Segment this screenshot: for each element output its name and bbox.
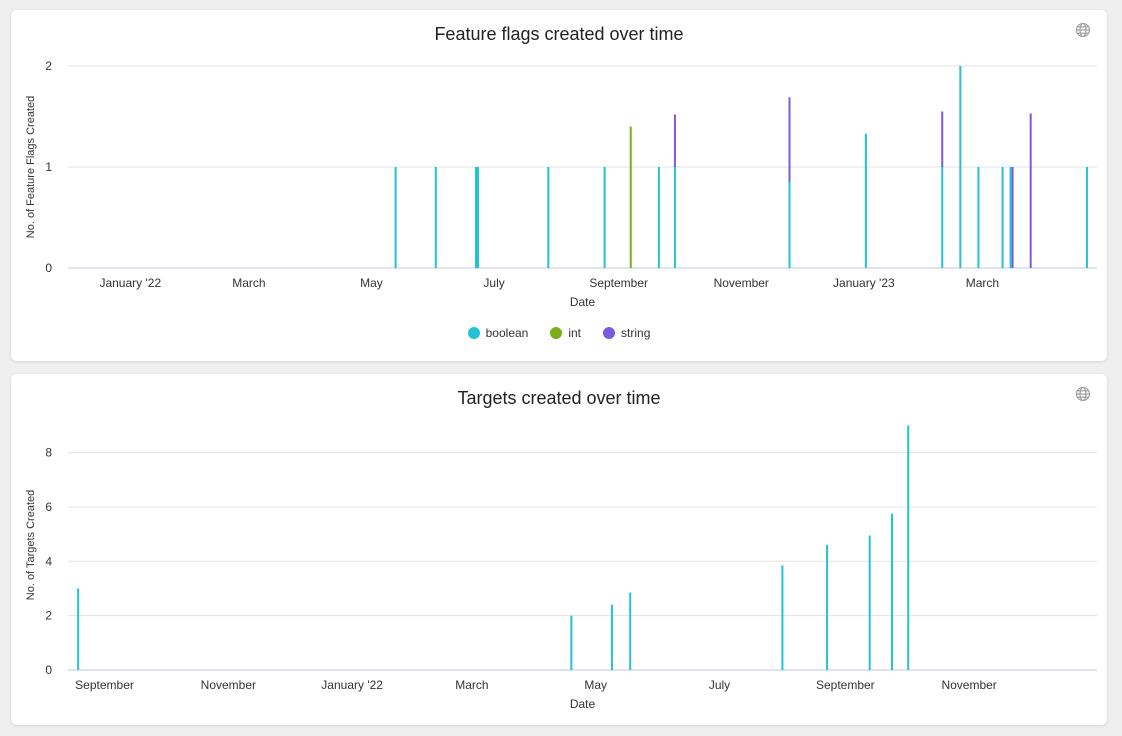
bar-boolean bbox=[959, 66, 962, 268]
bar-boolean bbox=[1001, 167, 1004, 268]
x-tick-label: November bbox=[714, 276, 769, 290]
bar-int bbox=[629, 126, 632, 268]
legend-swatch bbox=[603, 327, 616, 339]
x-tick-label: March bbox=[232, 276, 265, 290]
bar-boolean bbox=[788, 182, 791, 268]
targets-plot: 0 2 4 6 8 September November January '22 March Ma… bbox=[25, 425, 1097, 711]
globe-icon[interactable] bbox=[1075, 22, 1091, 38]
bar-boolean bbox=[476, 167, 479, 268]
bar-string bbox=[788, 97, 791, 183]
feature-flags-plot: 0 1 2 January '22 March May July September Novem… bbox=[25, 59, 1097, 309]
bar-targets bbox=[570, 615, 573, 670]
bar-boolean bbox=[977, 167, 980, 268]
y-axis-title: No. of Feature Flags Created bbox=[25, 96, 37, 238]
legend-item-string[interactable]: string bbox=[603, 326, 650, 340]
bar-targets bbox=[610, 604, 613, 670]
legend-label: boolean bbox=[485, 326, 529, 340]
globe-icon[interactable] bbox=[1075, 386, 1091, 402]
legend-label: string bbox=[621, 326, 651, 340]
bar-boolean bbox=[1085, 167, 1088, 268]
legend: boolean int string bbox=[11, 326, 1107, 340]
legend-item-int[interactable]: int bbox=[550, 326, 581, 340]
bar-boolean bbox=[547, 167, 550, 268]
y-tick-label: 2 bbox=[45, 59, 52, 73]
bar-boolean bbox=[673, 167, 676, 268]
bar-boolean bbox=[1009, 167, 1012, 268]
x-axis-title: Date bbox=[570, 295, 596, 309]
x-tick-label: March bbox=[966, 276, 999, 290]
x-tick-label: January '23 bbox=[833, 276, 895, 290]
y-tick-label: 0 bbox=[45, 261, 52, 275]
y-tick-label: 1 bbox=[45, 160, 52, 174]
bar-targets bbox=[77, 588, 80, 670]
x-tick-label: November bbox=[941, 678, 996, 692]
x-tick-label: July bbox=[483, 276, 504, 290]
y-axis-title: No. of Targets Created bbox=[25, 490, 37, 600]
bar-targets bbox=[891, 513, 894, 670]
targets-chart-card: Targets created over time 0 2 4 6 8 September… bbox=[11, 374, 1107, 725]
legend-item-boolean[interactable]: boolean bbox=[467, 326, 529, 340]
feature-flags-chart-card: Feature flags created over time 0 1 2 Janua… bbox=[11, 10, 1107, 361]
y-tick-label: 8 bbox=[45, 446, 52, 460]
bar-boolean bbox=[864, 133, 867, 268]
bar-string bbox=[941, 111, 944, 167]
y-tick-label: 0 bbox=[45, 663, 52, 677]
bar-string bbox=[673, 114, 676, 167]
y-tick-label: 4 bbox=[45, 554, 52, 568]
bar-targets bbox=[826, 545, 829, 670]
bar-boolean bbox=[603, 167, 606, 268]
bar-boolean bbox=[394, 167, 397, 268]
x-tick-label: September bbox=[816, 678, 875, 692]
chart-title: Targets created over time bbox=[457, 388, 661, 408]
bar-boolean bbox=[941, 167, 944, 268]
x-tick-label: July bbox=[709, 678, 730, 692]
x-tick-label: September bbox=[75, 678, 134, 692]
chart-title: Feature flags created over time bbox=[434, 24, 684, 44]
x-axis-title: Date bbox=[570, 697, 596, 711]
bar-targets bbox=[781, 565, 784, 670]
x-tick-label: January '22 bbox=[321, 678, 383, 692]
bar-boolean bbox=[657, 167, 660, 268]
bar-string bbox=[1029, 113, 1032, 268]
bar-targets bbox=[868, 535, 871, 670]
bar-boolean bbox=[474, 167, 477, 268]
legend-swatch bbox=[550, 327, 563, 339]
x-tick-label: September bbox=[589, 276, 648, 290]
x-tick-label: November bbox=[201, 678, 256, 692]
legend-swatch bbox=[467, 327, 480, 339]
bar-targets bbox=[629, 592, 632, 670]
bar-string bbox=[1011, 167, 1014, 268]
legend-label: int bbox=[568, 326, 582, 340]
x-tick-label: January '22 bbox=[99, 276, 161, 290]
bar-targets bbox=[907, 425, 910, 670]
x-tick-label: May bbox=[584, 678, 607, 692]
y-tick-label: 6 bbox=[45, 500, 52, 514]
x-tick-label: May bbox=[360, 276, 383, 290]
bar-boolean bbox=[434, 167, 437, 268]
y-tick-label: 2 bbox=[45, 609, 52, 623]
x-tick-label: March bbox=[455, 678, 488, 692]
